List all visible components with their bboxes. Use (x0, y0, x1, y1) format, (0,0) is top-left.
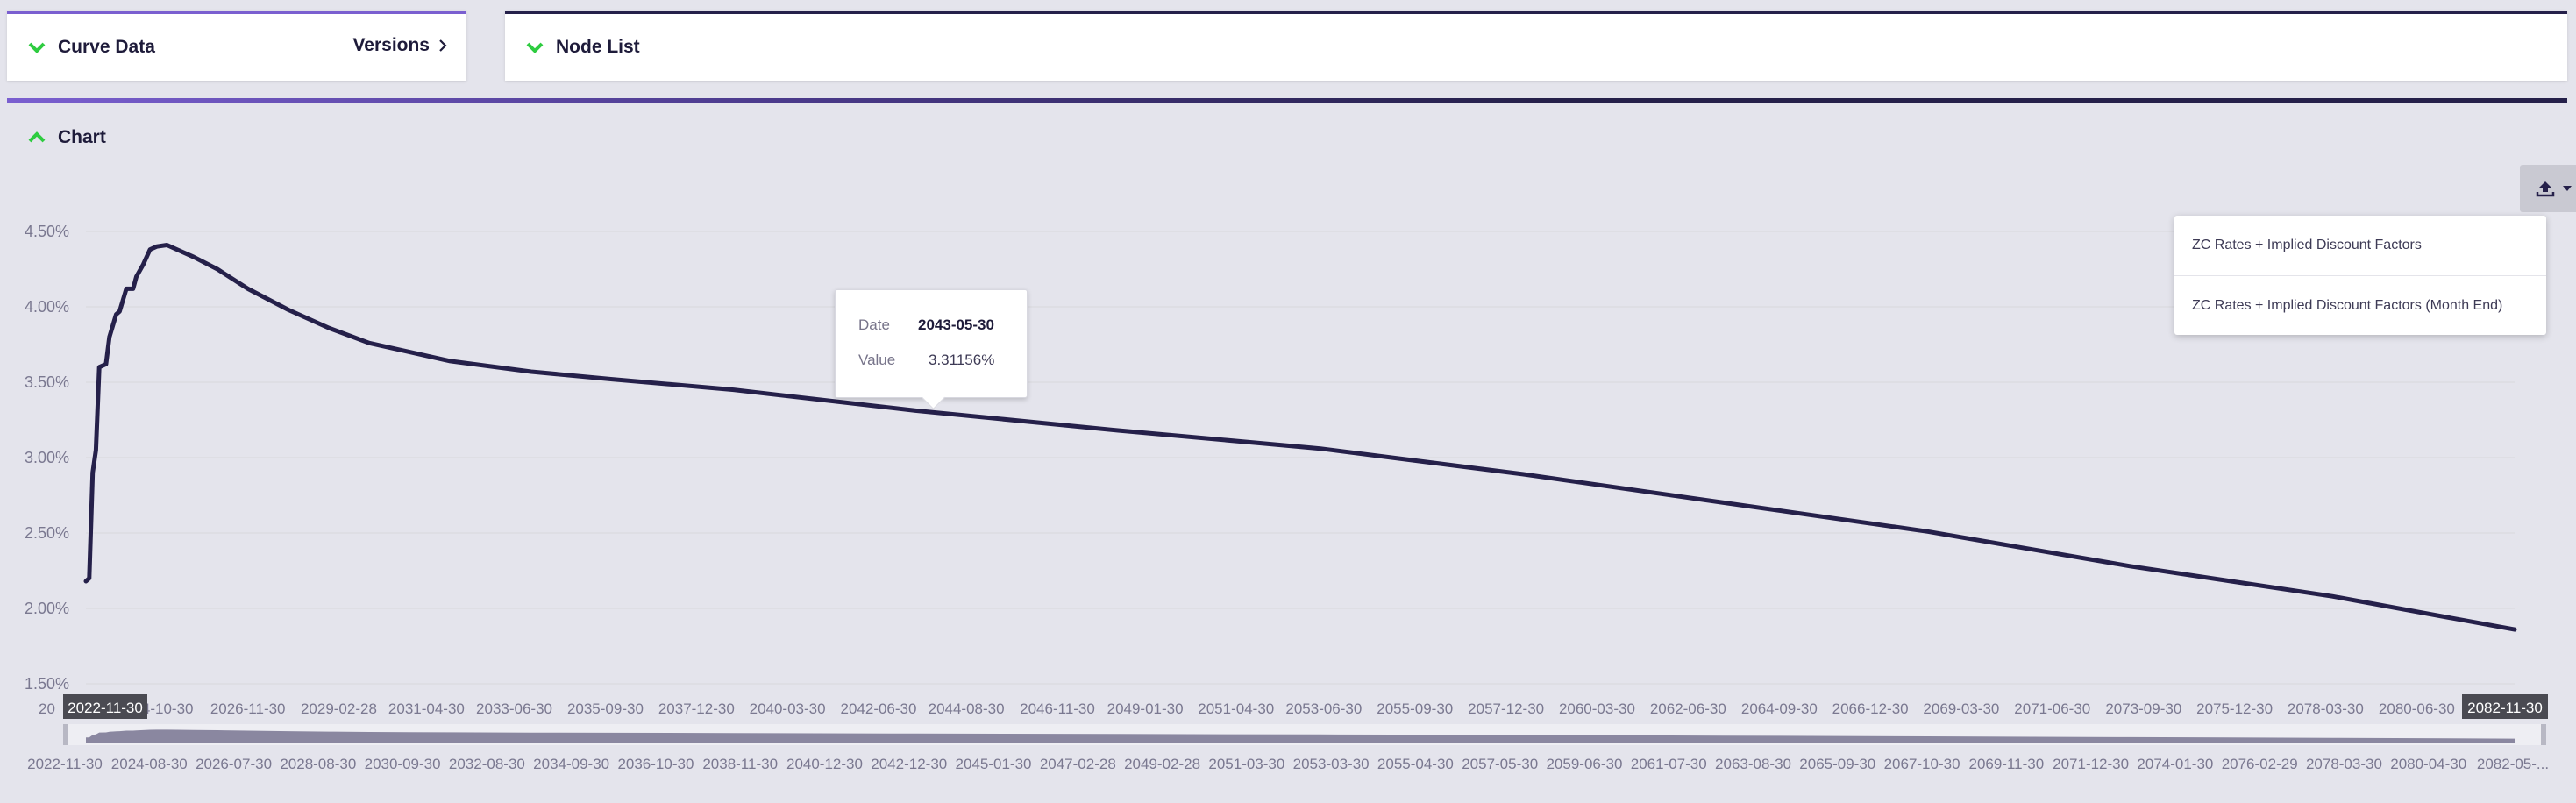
chart-tooltip: Date 2043-05-30 Value 3.31156% (835, 289, 1028, 398)
caret-down-icon (2563, 186, 2572, 191)
curve-data-panel: Curve Data Versions (7, 11, 466, 81)
tooltip-value-label: Value (858, 352, 896, 368)
tooltip-value-value: 3.31156% (929, 352, 995, 368)
chevron-down-icon (28, 42, 46, 53)
chart-panel: Chart (7, 98, 2567, 796)
export-menu: ZC Rates + Implied Discount Factors ZC R… (2174, 216, 2546, 335)
chart-header[interactable]: Chart (28, 127, 106, 148)
export-button[interactable] (2520, 165, 2576, 212)
curve-data-header[interactable]: Curve Data (28, 37, 155, 58)
chevron-right-icon (439, 39, 447, 52)
node-list-title: Node List (556, 37, 640, 57)
upload-icon (2536, 181, 2555, 197)
versions-link[interactable]: Versions (352, 35, 447, 56)
chart-title: Chart (58, 127, 106, 147)
export-menu-item[interactable]: ZC Rates + Implied Discount Factors (2192, 238, 2422, 252)
tooltip-date-label: Date (858, 316, 890, 333)
chevron-up-icon (28, 131, 46, 143)
versions-label: Versions (352, 35, 430, 55)
export-menu-item[interactable]: ZC Rates + Implied Discount Factors (Mon… (2174, 275, 2546, 335)
chevron-down-icon (526, 42, 544, 53)
curve-data-title: Curve Data (58, 37, 155, 57)
tooltip-date-value: 2043-05-30 (918, 316, 994, 333)
node-list-header[interactable]: Node List (526, 37, 640, 58)
node-list-panel: Node List (505, 11, 2567, 81)
